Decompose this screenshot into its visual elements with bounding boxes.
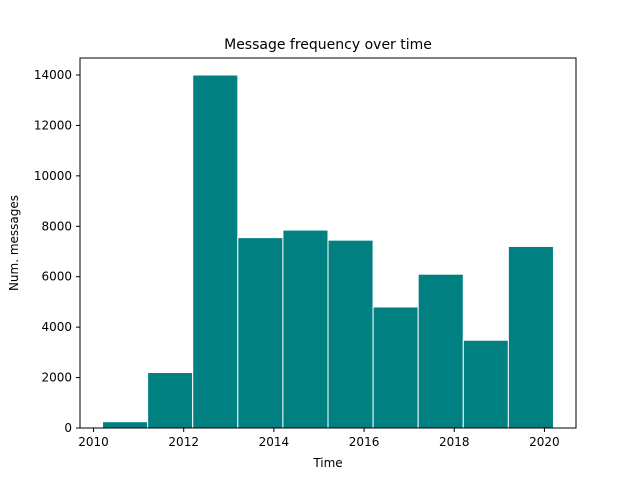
plot-frame (79, 57, 577, 429)
x-tick-label: 2010 (78, 435, 109, 449)
y-tick-label: 0 (64, 421, 72, 435)
bar-3 (237, 237, 284, 429)
bar-4 (282, 229, 329, 429)
bar-9 (507, 245, 554, 429)
x-tick-label: 2018 (439, 435, 470, 449)
bar-6 (372, 306, 419, 429)
y-tick-label: 8000 (41, 219, 72, 233)
y-tick-label: 6000 (41, 270, 72, 284)
x-tick-label: 2020 (529, 435, 560, 449)
y-tick-label: 10000 (34, 169, 72, 183)
y-tick-label: 4000 (41, 320, 72, 334)
bar-8 (462, 339, 509, 429)
x-axis-label: Time (312, 456, 342, 470)
x-tick-label: 2014 (259, 435, 290, 449)
y-tick-label: 12000 (34, 118, 72, 132)
x-tick-label: 2016 (349, 435, 380, 449)
bar-5 (327, 239, 374, 429)
bar-1 (147, 372, 194, 429)
bar-2 (192, 74, 239, 429)
bar-0 (102, 421, 149, 429)
y-tick-label: 14000 (34, 68, 72, 82)
bars-group (102, 74, 554, 429)
axes-group: 2010 2012 2014 2016 2018 2020 0 2000 4000 6000 800… (34, 57, 577, 449)
x-tick-label: 2012 (168, 435, 199, 449)
y-axis-label: Num. messages (7, 195, 21, 291)
y-tick-label: 2000 (41, 371, 72, 385)
bar-7 (417, 273, 464, 429)
chart-title: Message frequency over time (224, 37, 432, 53)
